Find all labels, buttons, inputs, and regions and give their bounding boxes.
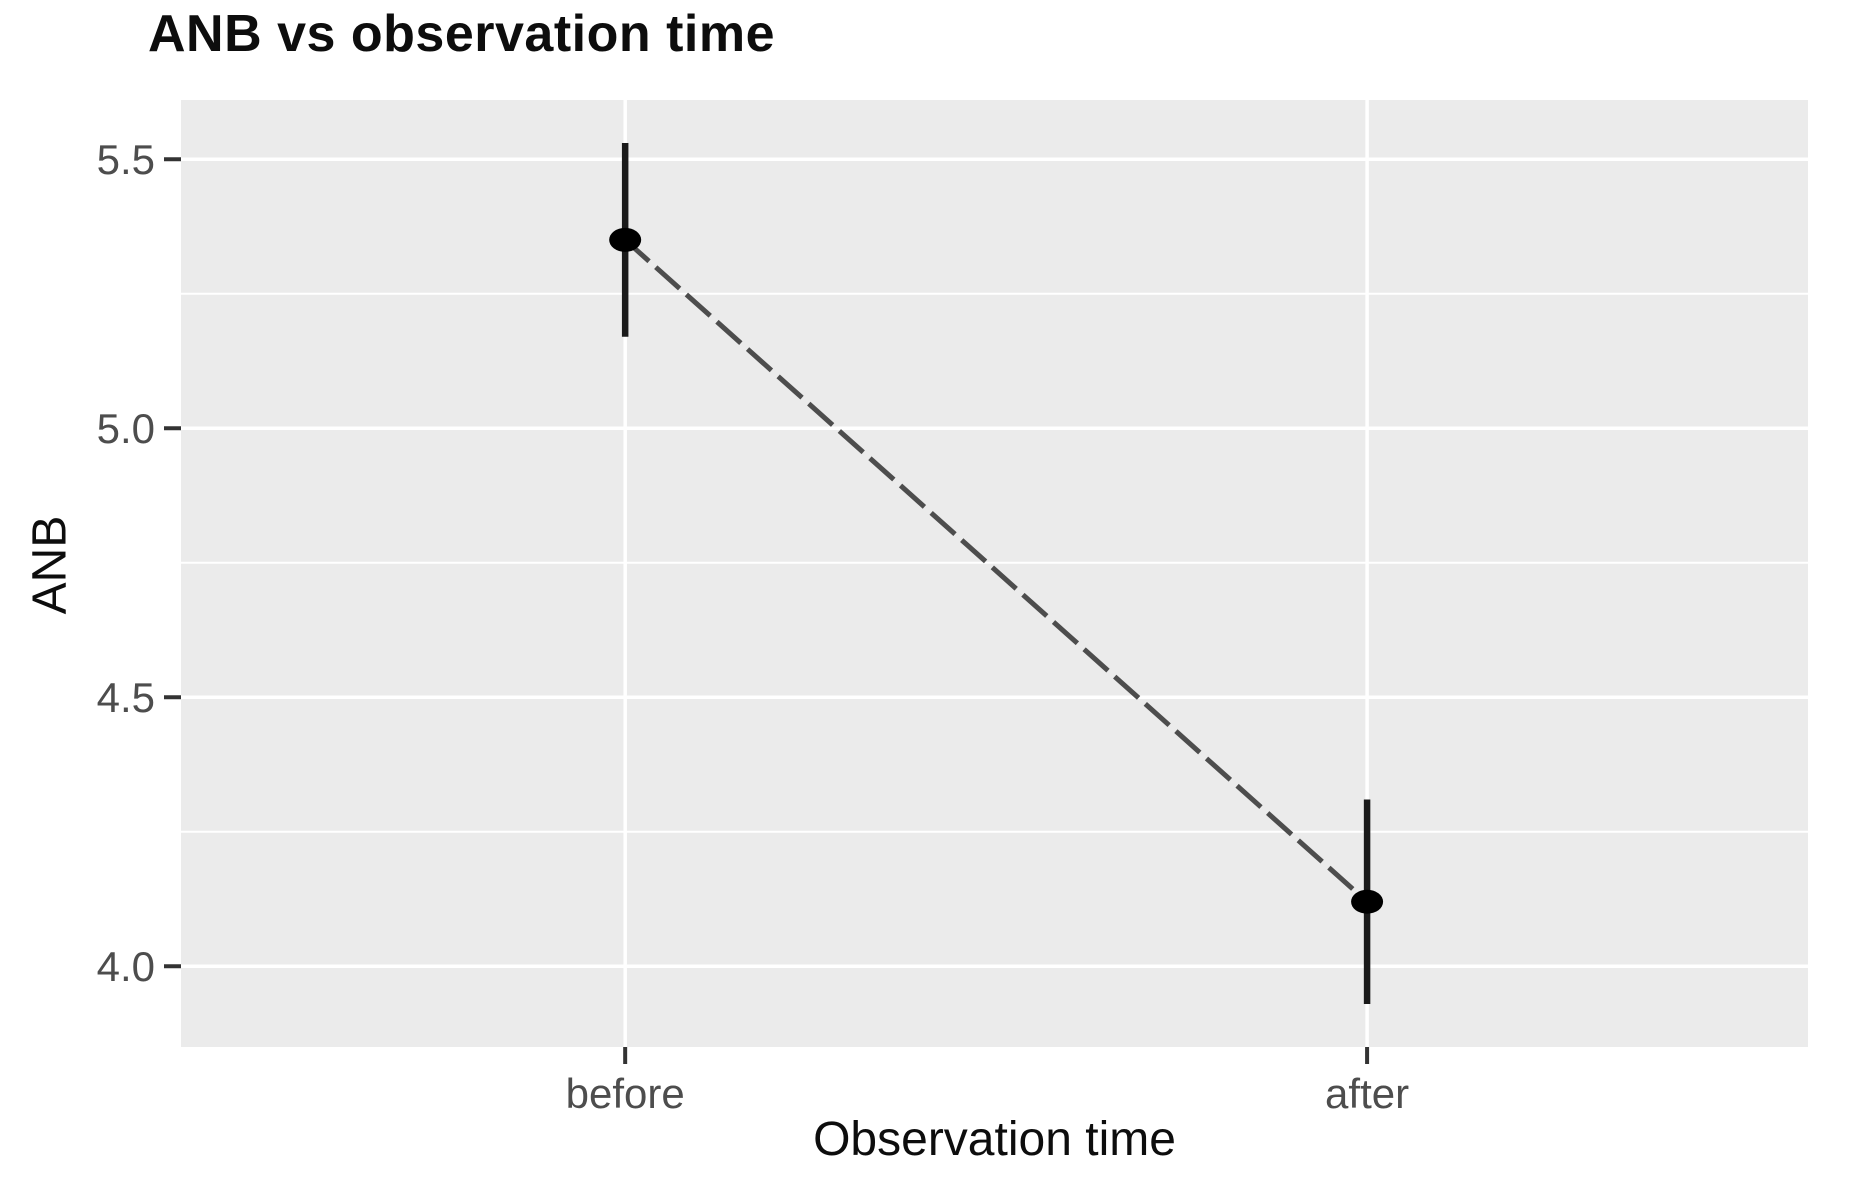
x-axis-title: Observation time: [813, 1113, 1176, 1166]
x-tick-label: after: [1325, 1070, 1409, 1117]
y-tick-label: 5.5: [97, 136, 155, 183]
y-tick-label: 5.0: [97, 405, 155, 452]
trend-line: [623, 238, 1369, 904]
chart-title: ANB vs observation time: [148, 5, 775, 63]
data-point-before: [609, 227, 642, 252]
x-tick-label: before: [566, 1070, 685, 1117]
y-tick-label: 4.0: [97, 943, 155, 990]
panel-background: [181, 100, 1808, 1047]
data-point-after: [1351, 889, 1384, 914]
y-tick-label: 4.5: [97, 674, 155, 721]
